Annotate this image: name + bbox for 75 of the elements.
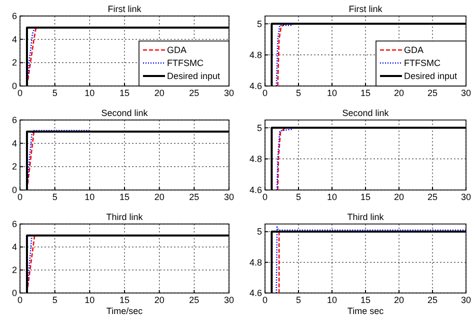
x-tick-label: 20 [394, 295, 404, 305]
y-tick-label: 2 [12, 162, 17, 172]
x-tick-label: 25 [189, 192, 200, 202]
y-tick-label: 5 [256, 226, 262, 237]
y-tick-label: 0 [12, 185, 17, 195]
legend-label: Desired input [404, 71, 458, 81]
legend-label: Desired input [167, 71, 221, 81]
y-tick-label: 5 [256, 122, 262, 133]
y-tick-label: 4.8 [249, 257, 262, 268]
x-tick-label: 20 [154, 295, 164, 305]
x-tick-label: 5 [296, 192, 302, 202]
legend-label: GDA [404, 45, 424, 55]
x-tick-label: 5 [52, 192, 58, 202]
x-tick-label: 25 [189, 88, 200, 98]
x-tick-label: 30 [460, 88, 472, 98]
line-series [276, 23, 294, 87]
y-tick-label: 4.6 [249, 288, 262, 298]
x-tick-label: 15 [119, 88, 130, 98]
chart-title: Second link [101, 108, 148, 118]
line-series [276, 128, 292, 191]
chart-title: First link [348, 4, 383, 14]
x-tick-label: 20 [154, 192, 164, 202]
x-tick-label: 10 [84, 88, 95, 98]
legend-label: FTFSMC [404, 58, 441, 68]
legend-label: FTFSMC [167, 58, 204, 68]
x-tick-label: 5 [296, 88, 302, 98]
x-tick-label: 30 [224, 192, 234, 202]
x-tick-label: 30 [460, 295, 472, 305]
x-tick-label: 15 [119, 295, 130, 305]
x-tick-label: 10 [326, 295, 338, 305]
x-tick-label: 30 [460, 192, 472, 202]
chart-title: Third link [347, 212, 384, 222]
y-tick-label: 6 [12, 219, 17, 229]
x-tick-label: 5 [52, 88, 58, 98]
x-tick-label: 15 [360, 295, 371, 305]
y-tick-label: 0 [12, 288, 17, 298]
x-tick-label: 10 [326, 192, 338, 202]
y-tick-label: 4 [12, 242, 17, 252]
x-tick-label: 5 [52, 295, 58, 305]
legend-label: GDA [167, 45, 187, 55]
x-tick-label: 25 [189, 295, 200, 305]
y-tick-label: 2 [12, 265, 17, 275]
chart-title: Second link [342, 108, 390, 118]
x-tick-label: 10 [84, 295, 95, 305]
y-tick-label: 4 [12, 138, 17, 148]
y-tick-label: 2 [12, 58, 17, 68]
x-tick-label: 25 [427, 88, 438, 98]
x-tick-label: 20 [394, 192, 404, 202]
x-tick-label: 30 [224, 295, 234, 305]
y-tick-label: 4.6 [249, 185, 262, 195]
y-tick-label: 4 [12, 34, 17, 44]
x-tick-label: 15 [360, 192, 371, 202]
y-tick-label: 4.8 [249, 154, 262, 164]
x-tick-label: 25 [427, 295, 438, 305]
x-tick-label: 25 [427, 192, 438, 202]
y-tick-label: 4.8 [249, 50, 262, 60]
x-tick-label: 15 [360, 88, 371, 98]
x-tick-label: 5 [296, 295, 302, 305]
x-tick-label: 10 [84, 192, 95, 202]
y-tick-label: 0 [12, 81, 17, 91]
y-tick-label: 5 [256, 18, 262, 29]
y-tick-label: 6 [12, 115, 17, 125]
x-tick-label: 30 [224, 88, 234, 98]
x-tick-label: 15 [119, 192, 130, 202]
line-series [277, 127, 286, 191]
x-axis-title: Time/sec [106, 306, 144, 316]
y-tick-label: 6 [12, 11, 17, 21]
line-series [277, 23, 286, 87]
chart-title: Third link [106, 212, 144, 222]
chart-title: First link [108, 4, 142, 14]
x-tick-label: 20 [394, 88, 404, 98]
y-tick-label: 4.6 [249, 81, 262, 91]
x-axis-title: Time sec [347, 306, 384, 316]
x-tick-label: 20 [154, 88, 164, 98]
x-tick-label: 10 [326, 88, 338, 98]
